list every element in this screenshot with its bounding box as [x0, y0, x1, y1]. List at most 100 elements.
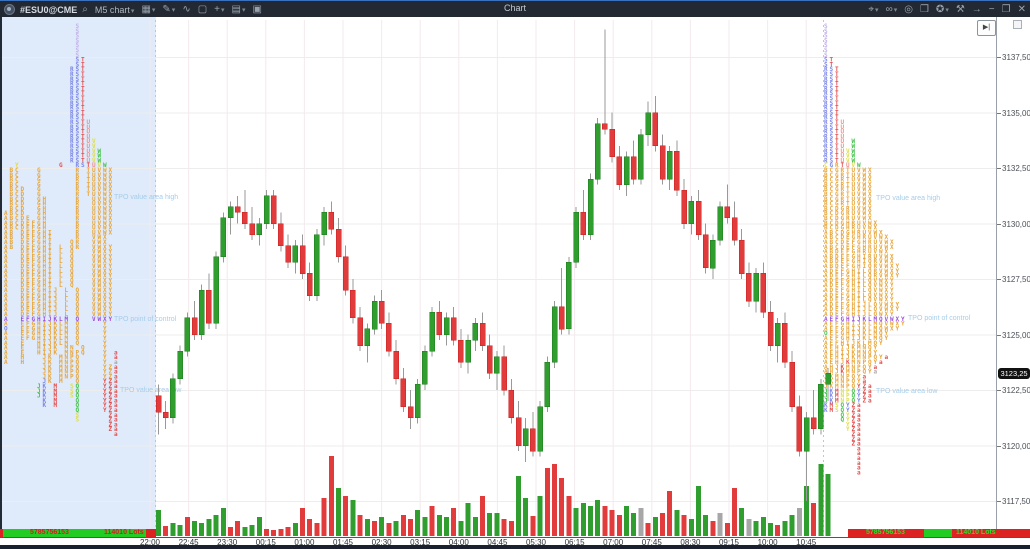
price-tick-label: 3135,00 [1002, 108, 1030, 118]
time-axis[interactable]: 22:00 22:45 23:30 00:15 01:00 01:45 02:30 03:15… [0, 537, 1030, 547]
svg-text:S: S [76, 33, 80, 40]
time-tick-label: 22:00 [139, 538, 161, 547]
add-icon[interactable]: +▾ [214, 3, 225, 15]
tpo-labels: TPO value area high TPO point of control T… [114, 194, 971, 395]
grid-layer [2, 20, 996, 536]
svg-text:S: S [824, 28, 828, 35]
price-tick-label: 3137,50 [1002, 53, 1030, 62]
svg-text:Za: Za [852, 431, 862, 438]
svg-text:S: S [76, 28, 80, 35]
restore-icon[interactable]: ❐ [1001, 4, 1011, 15]
svg-text:a: a [857, 469, 861, 476]
time-tick-label: 03:15 [410, 538, 431, 547]
svg-text:RST: RST [824, 109, 839, 116]
price-tick-label: 3127,50 [1002, 275, 1030, 284]
toolbar-left-group: #ESU0@CME ⌕ M5 chart▾ ▦▾ ✎▾ ∿ ▢ +▾ ▤▾ ▣ [4, 2, 262, 17]
price-tick-label: 3122,50 [1002, 386, 1030, 395]
indicator-icon[interactable]: ∿ [182, 4, 191, 15]
move-icon[interactable]: → [971, 4, 982, 15]
snapshot-icon[interactable]: ◎ [904, 4, 913, 15]
time-tick-label: 01:45 [332, 538, 354, 547]
step-forward-button[interactable]: ▶| [977, 20, 996, 36]
draw-icon[interactable]: ✎▾ [162, 3, 176, 15]
svg-text:S: S [824, 33, 828, 40]
svg-text:SZa: SZa [76, 412, 119, 419]
panel-type-icon[interactable]: ▦▾ [141, 3, 156, 15]
bottom-strip [0, 545, 1030, 549]
chevron-down-icon: ▾ [171, 6, 176, 14]
buy-volume-segment [924, 529, 952, 537]
object-icon[interactable]: ▢ [197, 4, 208, 15]
svg-text:YZa: YZa [846, 426, 861, 433]
time-tick-label: 01:00 [294, 538, 315, 547]
svg-text:a: a [857, 460, 861, 467]
chevron-down-icon: ▾ [241, 6, 246, 14]
close-icon[interactable]: ✕ [1017, 4, 1026, 15]
link-icon[interactable]: ∞▾ [885, 3, 898, 15]
minimize-icon[interactable]: − [988, 4, 995, 15]
bar-style-icon[interactable]: ▣ [252, 4, 262, 15]
tools-icon[interactable]: ⚒ [955, 4, 965, 15]
time-tick-label: 07:45 [641, 538, 662, 547]
time-tick-label: 22:45 [178, 538, 199, 547]
svg-text:a: a [857, 450, 861, 457]
timeframe-select[interactable]: M5 chart▾ [94, 4, 135, 15]
svg-text:RST: RST [70, 100, 85, 107]
axis-settings-icon[interactable] [1013, 20, 1022, 29]
svg-text:TPO value area high: TPO value area high [876, 195, 940, 202]
price-tick-mark [997, 445, 1001, 447]
chevron-down-icon: ▾ [945, 6, 949, 14]
svg-text:RST: RST [824, 66, 839, 73]
tpo-session-shade [2, 17, 156, 537]
layout-icon[interactable]: ▤▾ [231, 3, 246, 15]
symbol-label[interactable]: #ESU0@CME [20, 4, 78, 15]
svg-text:RST: RST [824, 71, 839, 78]
clone-icon[interactable]: ❒ [919, 4, 929, 15]
price-axis[interactable]: 3137,50 3135,00 3132,50 3130,00 3127,50 3125,… [996, 17, 1030, 537]
price-tick-label: 3132,50 [1002, 164, 1030, 173]
svg-text:Za: Za [109, 421, 119, 428]
lock-icon[interactable]: ✪▾ [935, 3, 949, 15]
app-logo-icon[interactable] [4, 4, 15, 15]
svg-text:a: a [857, 465, 861, 472]
crosshair-icon[interactable]: ⌖▾ [868, 3, 879, 15]
price-tick-mark [997, 390, 1001, 391]
search-icon[interactable]: ⌕ [82, 4, 88, 15]
svg-text:RST: RST [70, 66, 85, 73]
